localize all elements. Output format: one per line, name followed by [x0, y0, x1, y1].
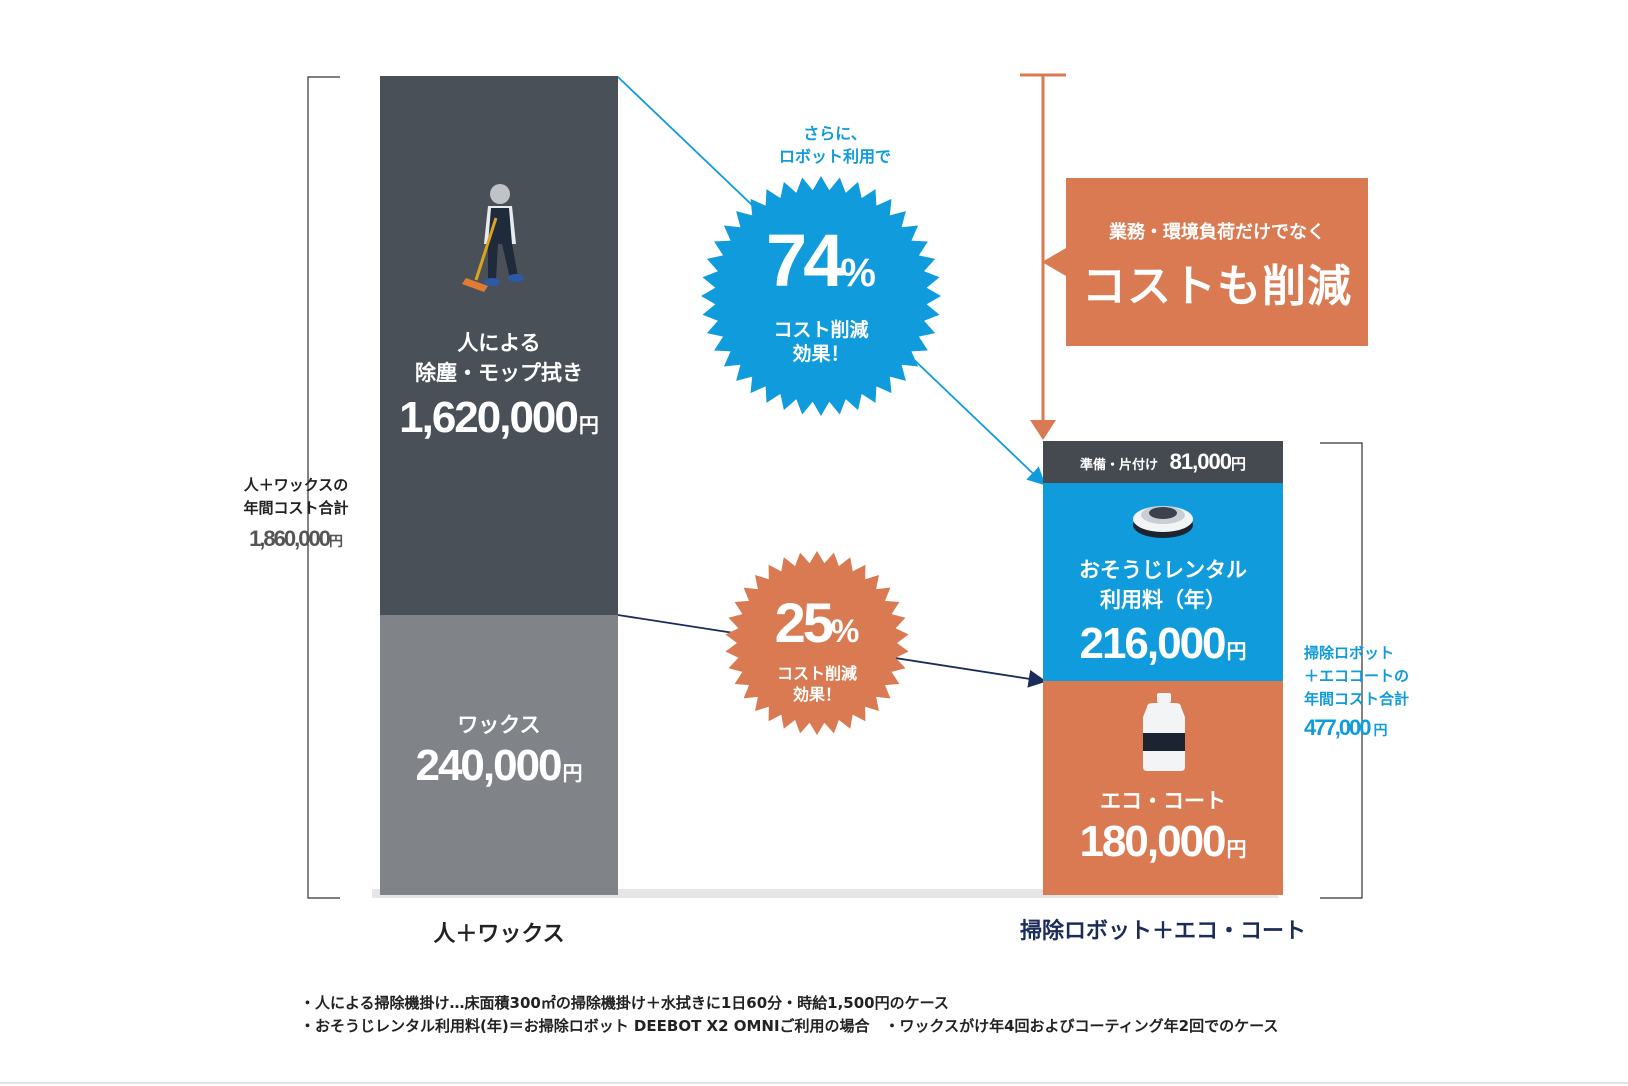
badge-74-text-line1: コスト削減 — [773, 319, 869, 341]
wax-value: 240,000 円 — [380, 741, 618, 791]
left-total-value-number: 1,860,000 — [249, 526, 331, 551]
labor-value-unit: 円 — [578, 415, 599, 437]
badge-25-unit: % — [830, 613, 860, 649]
left-total-label-line2: 年間コスト合計 — [243, 499, 349, 517]
footnotes: ・人による掃除機掛け…床面積300㎡の掃除機掛け＋水拭きに1日60分・時給1,5… — [300, 992, 1500, 1038]
badge-74-text: コスト削減 効果！ — [700, 318, 942, 366]
badge-74-burst — [701, 176, 941, 416]
badge-25-value: 25% — [724, 590, 910, 655]
left-total-label: 人＋ワックスの 年間コスト合計 1,860,000円 — [226, 474, 366, 552]
bar-labor: 人による 除塵・モップ拭き 1,620,000 円 — [380, 76, 618, 615]
cleaning-person-icon — [462, 184, 524, 292]
badge-74-unit: % — [840, 251, 876, 295]
bar-eco: エコ・コート 180,000 円 — [1043, 681, 1283, 895]
badge-25-text-line1: コスト削減 — [776, 664, 857, 683]
left-total-value: 1,860,000円 — [226, 526, 366, 552]
rental-label-line2: 利用料（年） — [1100, 588, 1226, 612]
labor-value: 1,620,000 円 — [380, 393, 618, 443]
eco-value-number: 180,000 — [1079, 817, 1226, 866]
badge-74-intro-line2: ロボット利用で — [778, 147, 891, 166]
badge-25-text-line2: 効果！ — [792, 685, 841, 704]
eco-label: エコ・コート — [1100, 789, 1226, 813]
eco-value-unit: 円 — [1226, 839, 1247, 861]
badge-74-text-line2: 効果！ — [792, 343, 850, 365]
callout-big-text: コストも削減 — [1082, 261, 1352, 312]
rental-label-line1: おそうじレンタル — [1079, 558, 1247, 582]
badge-25-burst — [725, 551, 909, 735]
wax-label: ワックス — [457, 713, 541, 737]
footnote-1: ・人による掃除機掛け…床面積300㎡の掃除機掛け＋水拭きに1日60分・時給1,5… — [300, 994, 949, 1012]
wax-value-unit: 円 — [562, 763, 583, 785]
labor-label-line2: 除塵・モップ拭き — [415, 361, 583, 385]
rental-value: 216,000 円 — [1043, 619, 1283, 669]
right-total-bracket — [1320, 442, 1363, 899]
left-total-bracket — [307, 76, 340, 899]
baseline-shadow — [372, 889, 1278, 898]
prep-label-row: 準備・片付け 81,000円 — [1043, 449, 1283, 475]
category-left-label: 人＋ワックス — [433, 922, 565, 947]
coating-bottle-icon — [1143, 693, 1185, 771]
left-total-label-line1: 人＋ワックスの — [243, 476, 349, 494]
bar-wax: ワックス 240,000 円 — [380, 615, 618, 895]
rental-value-unit: 円 — [1226, 641, 1247, 663]
labor-value-number: 1,620,000 — [399, 393, 579, 442]
category-right-label: 掃除ロボット＋エコ・コート — [1019, 919, 1306, 944]
rental-label: おそうじレンタル 利用料（年） — [1043, 555, 1283, 615]
bar-rental: おそうじレンタル 利用料（年） 216,000 円 — [1043, 483, 1283, 681]
right-total-value-unit: 円 — [1373, 722, 1388, 738]
prep-label: 準備・片付け — [1080, 458, 1159, 473]
callout-box-shape — [1042, 178, 1368, 346]
badge-25-number: 25 — [774, 591, 834, 654]
rental-value-number: 216,000 — [1079, 619, 1226, 668]
right-total-label-line1: 掃除ロボット — [1304, 644, 1395, 662]
right-total-value: 477,000 円 — [1304, 715, 1454, 741]
callout-small-text: 業務・環境負荷だけでなく — [1109, 222, 1325, 243]
badge-74-intro-line1: さらに、 — [803, 124, 867, 143]
bar-prep: 準備・片付け 81,000円 — [1043, 441, 1283, 483]
left-total-value-unit: 円 — [328, 533, 343, 549]
eco-value: 180,000 円 — [1043, 817, 1283, 867]
badge-74-value: 74% — [700, 218, 942, 303]
robot-vacuum-icon — [1133, 506, 1193, 538]
wax-value-number: 240,000 — [415, 741, 562, 790]
footnote-2: ・おそうじレンタル利用料(年)＝お掃除ロボット DEEBOT X2 OMNIご利… — [300, 1017, 1279, 1035]
right-total-label-line3: 年間コスト合計 — [1304, 690, 1410, 708]
prep-value-unit: 円 — [1230, 455, 1246, 473]
badge-74-intro: さらに、 ロボット利用で — [735, 122, 935, 168]
badge-25-text: コスト削減 効果！ — [724, 663, 910, 705]
right-total-label-line2: ＋エココートの — [1304, 667, 1410, 685]
bottom-divider — [0, 1082, 1628, 1084]
right-total-label: 掃除ロボット ＋エココートの 年間コスト合計 477,000 円 — [1304, 642, 1454, 741]
right-total-value-number: 477,000 — [1304, 715, 1372, 740]
labor-label: 人による 除塵・モップ拭き — [380, 328, 618, 388]
reduction-arrow-head — [1030, 420, 1056, 440]
badge-74-number: 74 — [766, 219, 844, 302]
prep-value: 81,000 — [1169, 449, 1232, 474]
labor-label-line1: 人による — [457, 331, 541, 355]
